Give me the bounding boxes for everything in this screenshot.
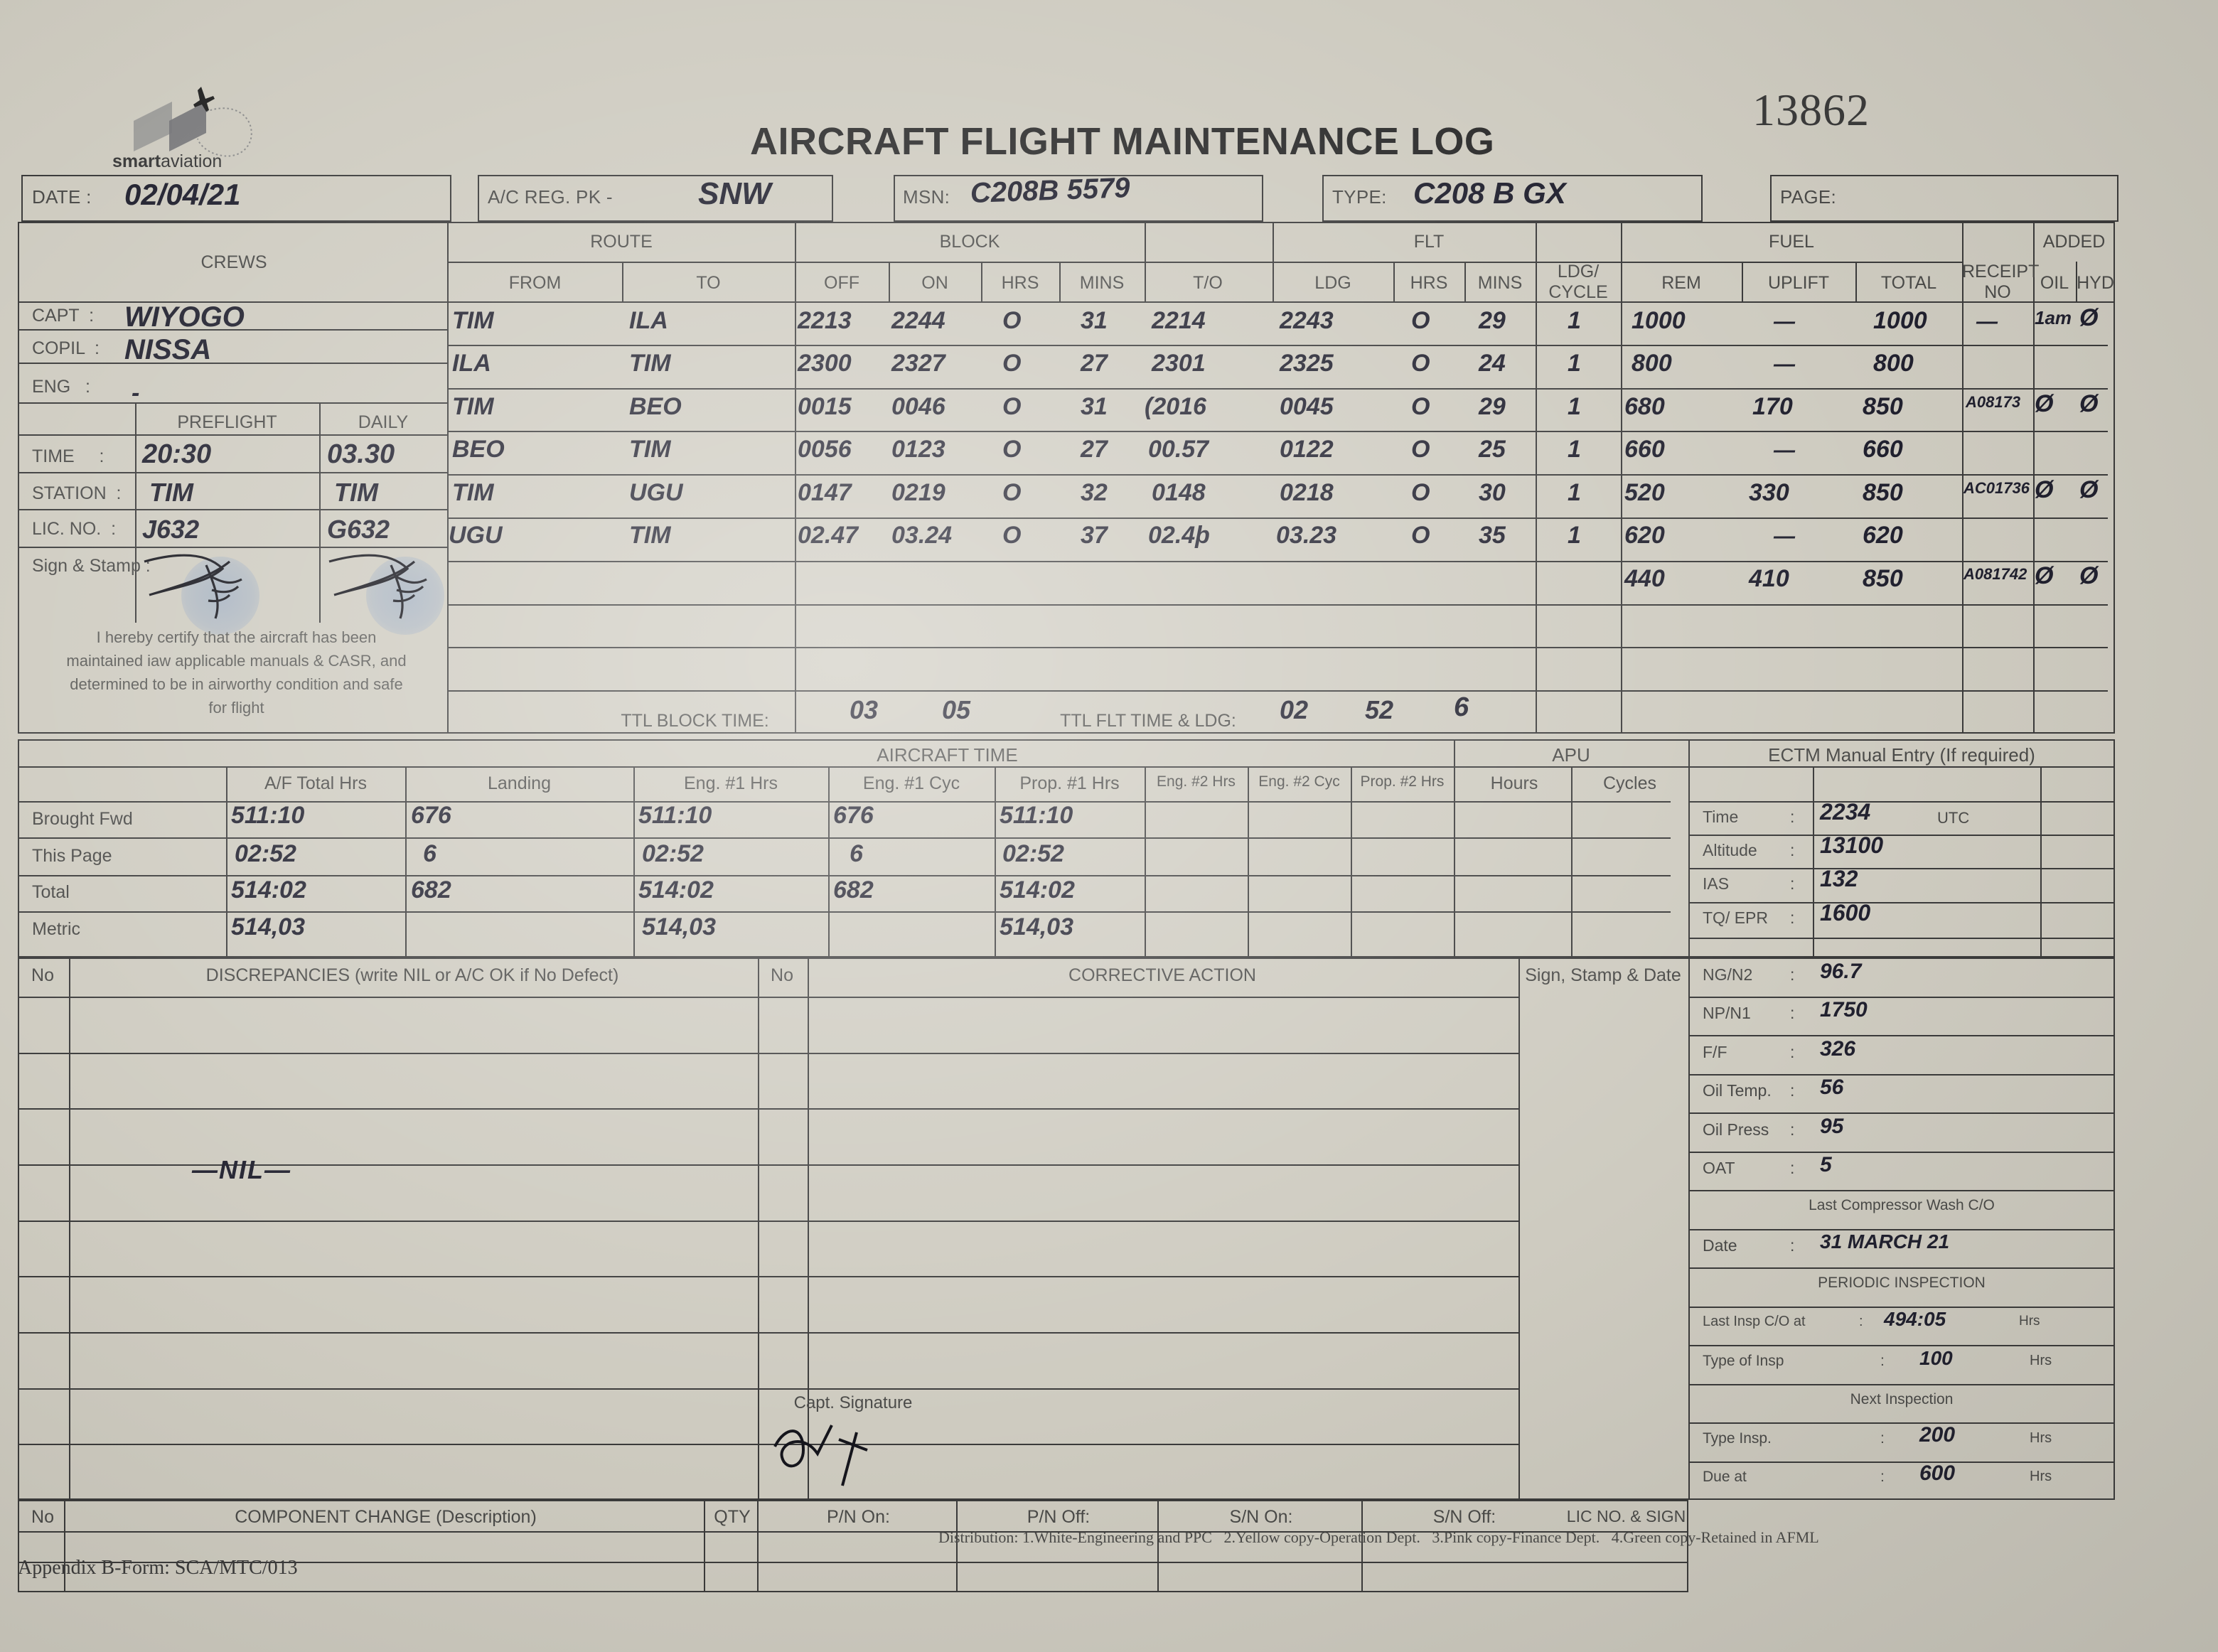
svg-text:smartaviation: smartaviation [112,151,222,171]
